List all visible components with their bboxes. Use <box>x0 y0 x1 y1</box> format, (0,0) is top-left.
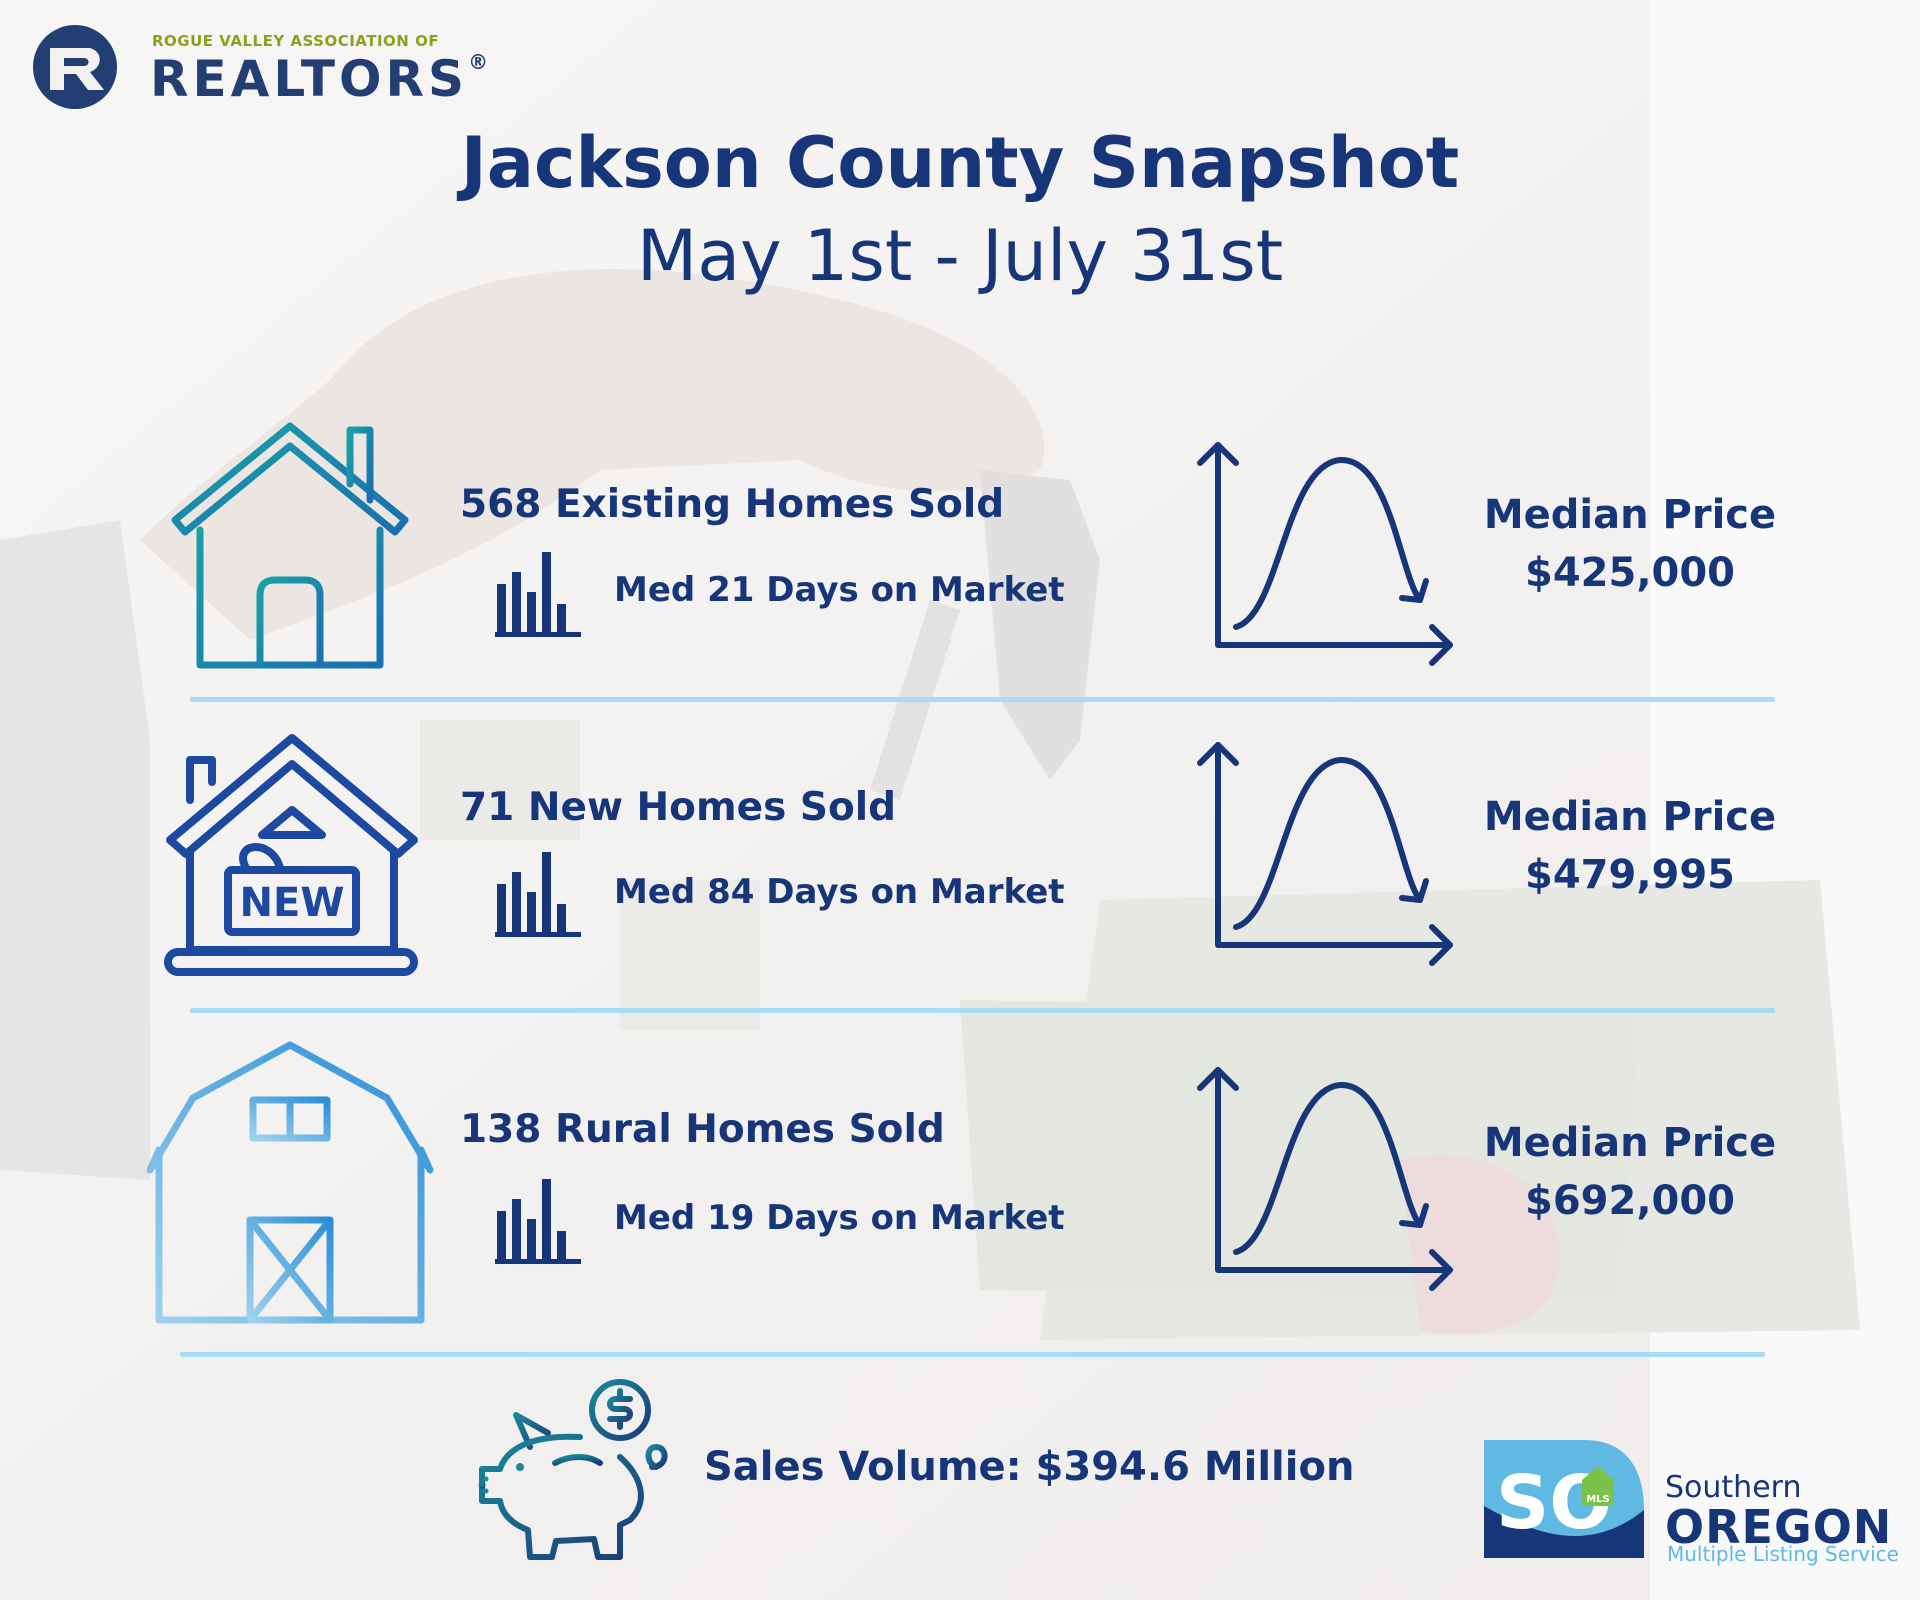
row3-median-label: Median Price <box>1483 1120 1777 1166</box>
bar-chart-icon <box>495 552 581 637</box>
divider <box>180 1352 1765 1357</box>
row2-median-value: $479,995 <box>1524 852 1736 898</box>
row1-median-label: Median Price <box>1483 492 1777 538</box>
new-sign-text: NEW <box>240 880 345 926</box>
mls-line2: OREGON <box>1665 1500 1893 1554</box>
divider <box>190 1008 1775 1013</box>
row3-headline: 138 Rural Homes Sold <box>460 1107 945 1152</box>
row2-median-label: Median Price <box>1483 794 1777 840</box>
row2-days: Med 84 Days on Market <box>614 872 1065 912</box>
sales-volume: Sales Volume: $394.6 Million <box>704 1444 1355 1490</box>
new-house-icon: NEW <box>164 734 418 976</box>
barn-icon <box>146 1041 434 1324</box>
mls-line3: Multiple Listing Service <box>1667 1542 1899 1566</box>
mls-line1: Southern <box>1665 1470 1802 1505</box>
row2-headline: 71 New Homes Sold <box>460 785 897 830</box>
page-subtitle: May 1st - July 31st <box>636 215 1284 297</box>
logo-association-text: ROGUE VALLEY ASSOCIATION OF <box>152 32 440 50</box>
bar-chart-icon <box>495 852 581 937</box>
row1-headline: 568 Existing Homes Sold <box>460 482 1005 527</box>
row1-days: Med 21 Days on Market <box>614 570 1065 610</box>
so-mls-logo-icon: SO MLS <box>1484 1440 1644 1558</box>
logo-realtors-text: REALTORS® <box>150 50 493 108</box>
row3-median-value: $692,000 <box>1524 1178 1736 1224</box>
page-title: Jackson County Snapshot <box>460 122 1460 204</box>
realtors-logo-icon <box>33 25 117 109</box>
price-curve-icon <box>1197 442 1453 666</box>
price-curve-icon <box>1197 742 1453 966</box>
house-icon <box>171 422 409 669</box>
bar-chart-icon <box>495 1179 581 1264</box>
piggy-bank-icon <box>478 1379 668 1560</box>
row3-days: Med 19 Days on Market <box>614 1198 1065 1238</box>
price-curve-icon <box>1197 1067 1453 1291</box>
row1-median-value: $425,000 <box>1524 550 1736 596</box>
mls-small-text: MLS <box>1586 1494 1610 1505</box>
divider <box>190 697 1775 702</box>
